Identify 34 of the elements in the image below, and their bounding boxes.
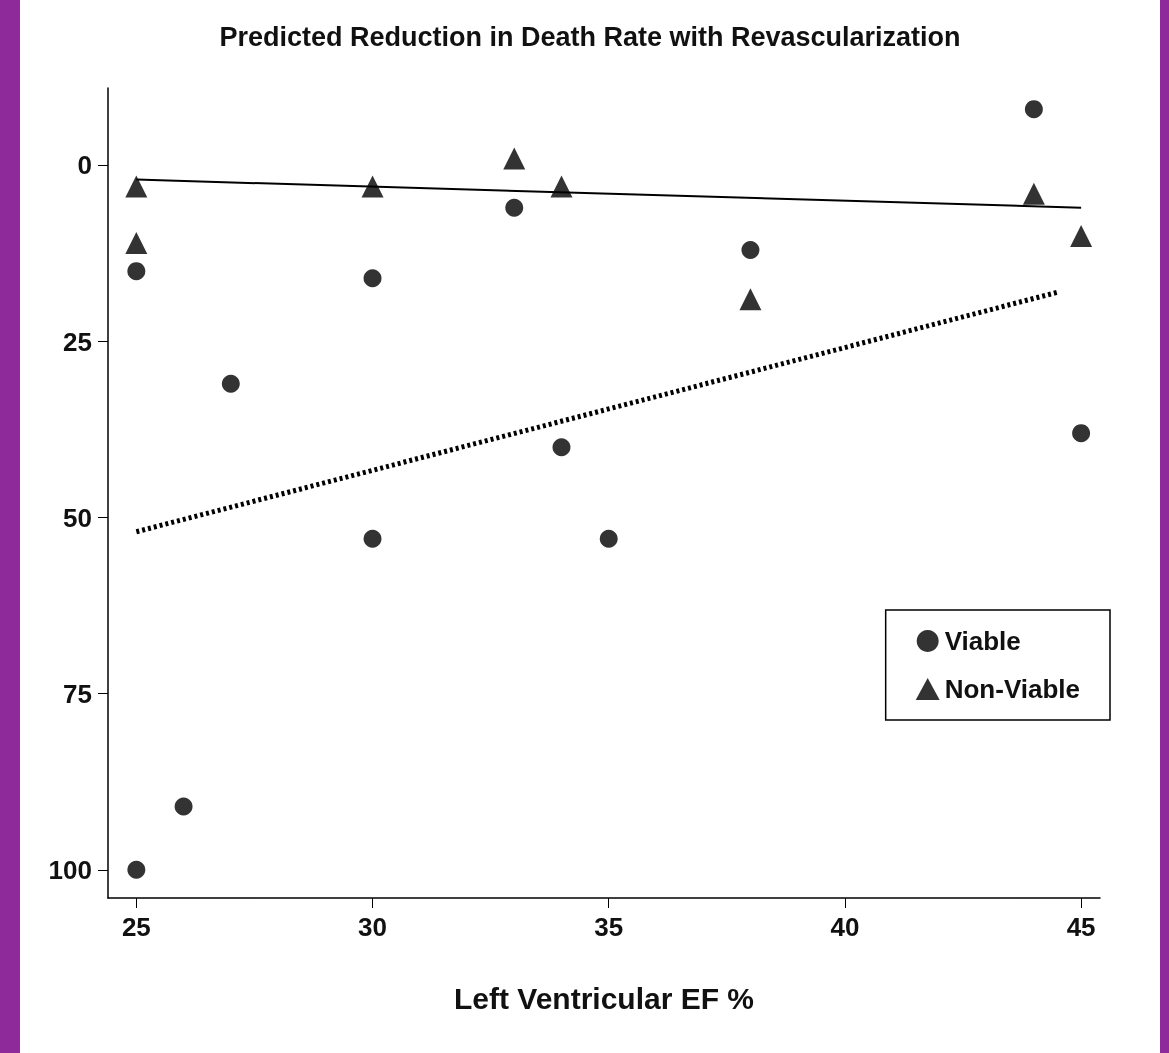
y-tick-label: 100 <box>48 854 92 885</box>
legend-label: Non-Viable <box>944 674 1081 704</box>
point <box>505 198 524 217</box>
point <box>552 438 571 457</box>
point <box>221 374 240 393</box>
x-tick-label: 35 <box>594 912 624 942</box>
point <box>361 175 384 198</box>
x-tick-label: 45 <box>1066 912 1096 942</box>
y-tick-label: 75 <box>63 678 92 709</box>
point <box>127 262 146 281</box>
point <box>125 175 148 198</box>
y-tick-label: 25 <box>63 326 92 357</box>
point <box>739 288 762 311</box>
point <box>1022 182 1045 205</box>
point <box>599 529 618 548</box>
point <box>174 797 193 816</box>
point <box>1070 224 1093 247</box>
x-tick-label: 25 <box>121 912 151 942</box>
y-tick-label: 50 <box>63 502 92 533</box>
point <box>550 175 573 198</box>
point <box>125 231 148 254</box>
point <box>1024 100 1043 119</box>
point <box>503 147 526 170</box>
point <box>127 860 146 879</box>
point <box>1072 424 1091 443</box>
point <box>363 529 382 548</box>
point <box>363 269 382 288</box>
x-axis-title: Left Ventricular EF % <box>453 981 755 1015</box>
x-tick-label: 30 <box>358 912 387 942</box>
y-tick-label: 0 <box>77 150 92 181</box>
legend-label: Viable <box>944 626 1021 656</box>
chart-title: Predicted Reduction in Death Rate with Revascularization <box>219 21 961 52</box>
x-tick-label: 40 <box>830 912 860 942</box>
point <box>741 241 760 259</box>
